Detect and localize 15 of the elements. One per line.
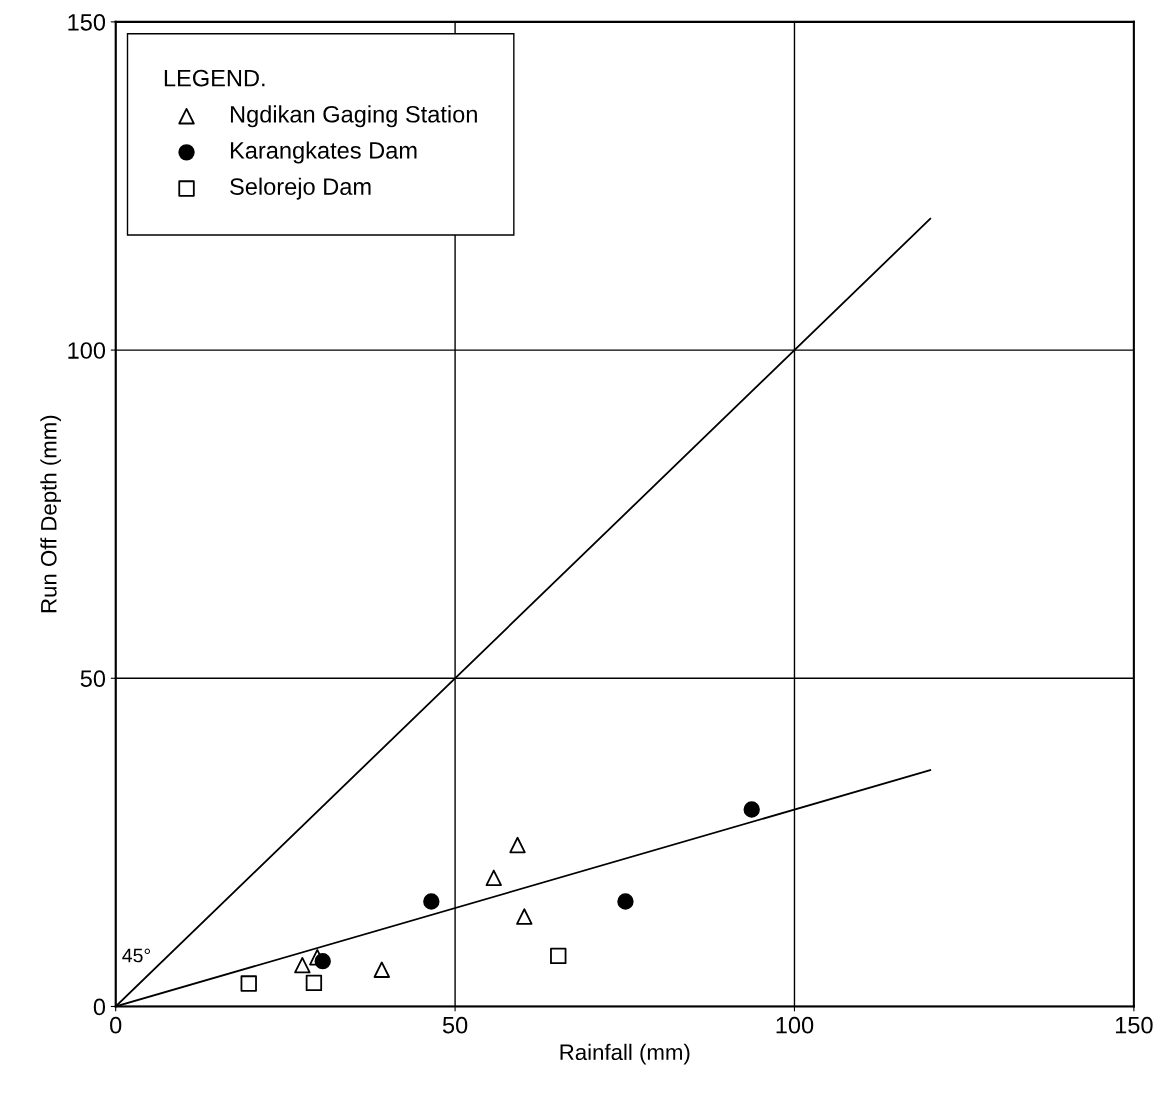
x-tick-label: 50 xyxy=(442,1016,468,1034)
y-tick-label: 150 xyxy=(68,13,106,31)
y-tick-label: 0 xyxy=(93,998,106,1016)
legend-label: Ngdikan Gaging Station xyxy=(230,105,477,128)
legend-label: Selorejo Dam xyxy=(230,177,371,200)
legend-title: LEGEND. xyxy=(164,69,265,87)
x-axis-title: Rainfall (mm) xyxy=(560,1043,690,1065)
y-axis-title: Run Off Depth (mm) xyxy=(40,415,62,613)
y-tick-label: 50 xyxy=(80,670,106,688)
annotation: 45° xyxy=(122,948,151,963)
x-tick-label: 0 xyxy=(110,1016,122,1034)
x-tick-label: 100 xyxy=(776,1016,814,1034)
x-tick-label: 150 xyxy=(1115,1016,1153,1034)
legend-label: Karangkates Dam xyxy=(230,141,417,164)
y-tick-label: 100 xyxy=(68,342,106,359)
